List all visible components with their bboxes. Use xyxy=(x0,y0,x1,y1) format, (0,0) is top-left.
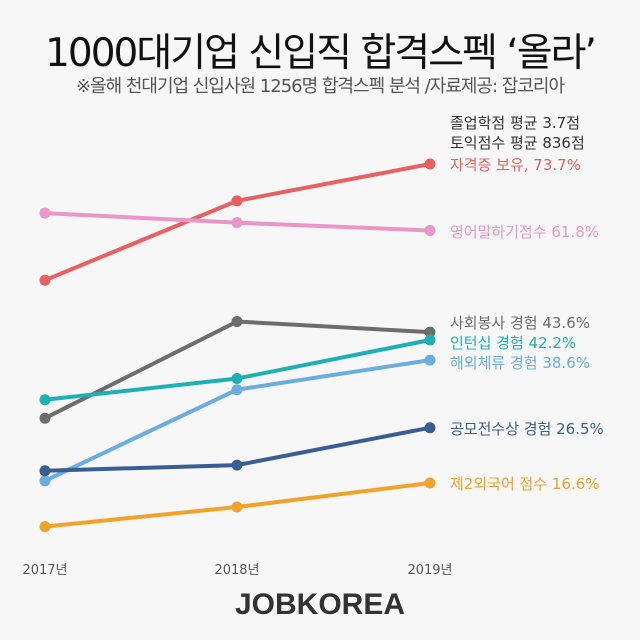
series-label: 자격증 보유, 73.7% xyxy=(450,156,581,174)
data-point xyxy=(39,394,51,406)
note-text: 졸업학점 평균 3.7점 xyxy=(450,114,580,132)
x-tick-label: 2017년 xyxy=(22,563,67,578)
data-point xyxy=(424,354,436,366)
data-point xyxy=(231,195,243,207)
data-point xyxy=(231,373,243,385)
data-point xyxy=(231,217,243,229)
data-point xyxy=(39,475,51,487)
data-point xyxy=(39,412,51,424)
data-point xyxy=(424,158,436,170)
subtitle: ※올해 천대기업 신입사원 1256명 합격스펙 분석 /자료제공: 잡코리아 xyxy=(75,76,565,97)
data-point xyxy=(424,422,436,434)
series-label: 해외체류 경험 38.6% xyxy=(450,354,590,372)
data-point xyxy=(39,521,51,533)
data-point xyxy=(231,459,243,471)
x-tick-label: 2018년 xyxy=(214,563,259,578)
data-point xyxy=(39,207,51,219)
data-point xyxy=(231,316,243,328)
data-point xyxy=(39,465,51,477)
data-point xyxy=(424,334,436,346)
series-label: 영어말하기점수 61.8% xyxy=(450,223,599,241)
series-label: 사회봉사 경험 43.6% xyxy=(450,314,590,332)
series-label: 공모전수상 경험 26.5% xyxy=(450,420,604,438)
jobkorea-logo: JOBKOREA xyxy=(234,588,406,621)
data-point xyxy=(231,384,243,396)
series-label: 제2외국어 점수 16.6% xyxy=(450,475,600,493)
page-title: 1000대기업 신입직 합격스펙 ‘올라’ xyxy=(45,31,597,76)
data-point xyxy=(424,326,436,338)
data-point xyxy=(39,274,51,286)
note-text: 토익점수 평균 836점 xyxy=(450,134,585,152)
data-point xyxy=(231,501,243,513)
series-label: 인턴십 경험 42.2% xyxy=(450,334,576,352)
x-tick-label: 2019년 xyxy=(407,563,452,578)
data-point xyxy=(424,224,436,236)
data-point xyxy=(424,477,436,489)
